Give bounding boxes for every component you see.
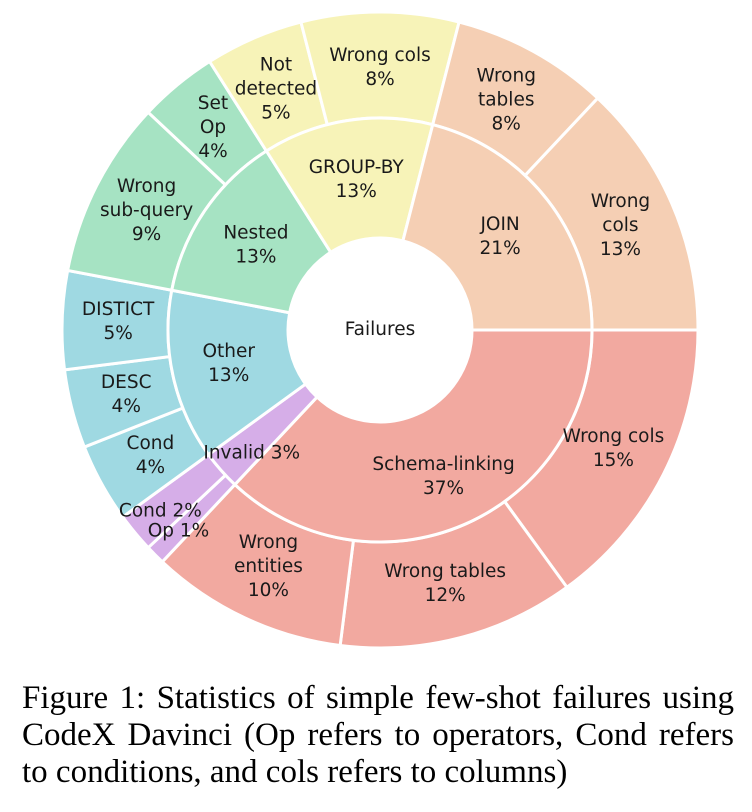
outer-label-join-wrong-cols: Wrong cols 13% [591,191,650,260]
center-label: Failures [345,319,416,340]
chart-labels: Schema-linking 37% Wrong cols 15% Wrong tabl… [82,45,664,606]
outer-label-invalid-cond: Cond 2% [119,501,202,522]
inner-wedge-group-by [264,116,435,255]
outer-label-join-wrong-tables: Wrong tables 8% [476,65,535,134]
outer-label-other-cond: Cond 4% [127,433,175,478]
inner-label-schema-linking: Schema-linking 37% [372,454,514,499]
sunburst-svg: Schema-linking 37% Wrong cols 15% Wrong tabl… [60,10,700,650]
figure-caption: Figure 1: Statistics of simple few-shot … [22,680,734,790]
outer-label-nested-set-op: Set Op 4% [198,93,228,162]
inner-wedge-other [166,288,308,457]
inner-ring [166,116,594,544]
outer-label-group-by-not-detected: Not detected 5% [235,55,317,124]
outer-label-schema-linking-wrong-entities: Wrong entities 10% [234,532,303,601]
outer-label-other-distict: DISTICT 5% [82,299,155,344]
sunburst-chart: Schema-linking 37% Wrong cols 15% Wrong tabl… [60,10,700,650]
inner-label-join: JOIN 21% [479,214,520,259]
outer-label-invalid-op: Op 1% [148,521,210,542]
inner-label-nested: Nested 13% [223,223,288,268]
outer-label-schema-linking-wrong-cols: Wrong cols 15% [563,426,665,471]
outer-label-group-by-wrong-cols: Wrong cols 8% [329,45,431,90]
inner-wedge-schema-linking [232,328,594,544]
inner-label-invalid: Invalid 3% [203,442,300,463]
outer-label-schema-linking-wrong-tables: Wrong tables 12% [384,561,506,606]
inner-label-other: Other 13% [202,341,255,386]
inner-wedge-join [401,122,594,332]
inner-label-group-by: GROUP-BY 13% [309,157,405,202]
outer-label-nested-wrong-sub-query: Wrong sub-query 9% [100,176,193,245]
outer-label-other-desc: DESC 4% [101,372,152,417]
